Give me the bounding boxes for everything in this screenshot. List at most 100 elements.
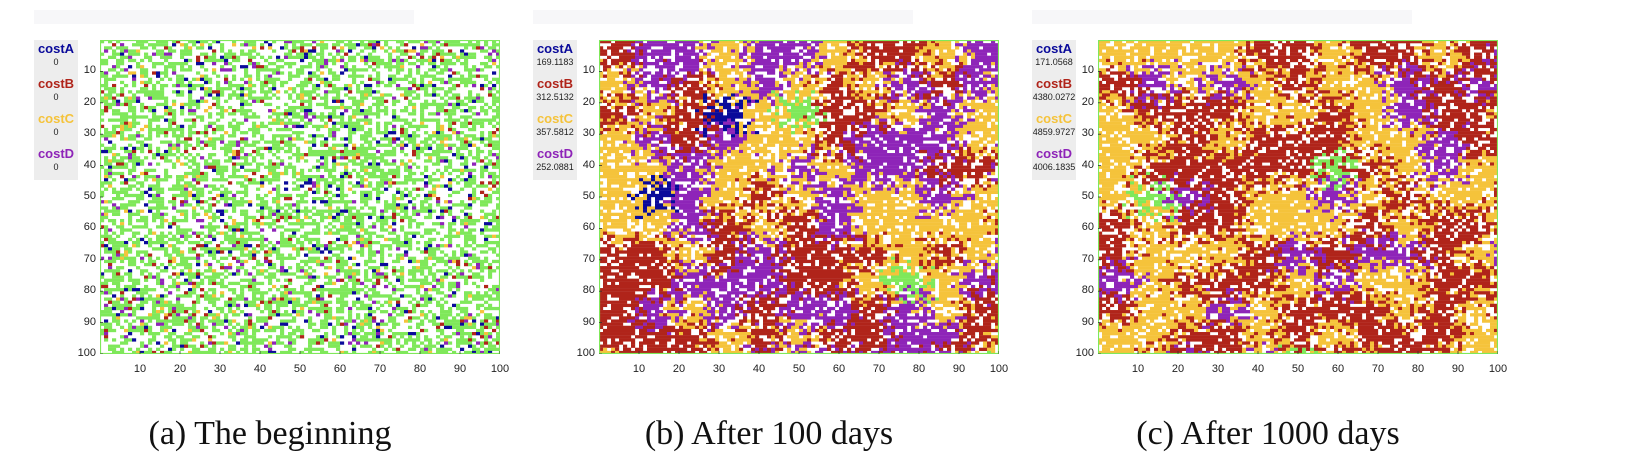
heatmap-cell-run [759,99,768,103]
heatmap-cell-run [208,278,217,282]
heatmap-cell-run [488,121,493,125]
heatmap-cell-run [492,83,497,88]
heatmap-cell-run [452,291,457,295]
heatmap-cell-run [168,121,173,125]
heatmap-cell-run [244,313,249,317]
heatmap-cell-run [236,256,241,260]
heatmap-cell-run [100,322,113,326]
heatmap-cell-run [931,115,952,119]
heatmap-cell-run [412,303,417,308]
heatmap-cell-run [308,272,313,276]
heatmap-cell-run [340,197,345,201]
heatmap-cell-run [300,171,305,176]
heatmap-cell-run [324,310,329,314]
heatmap-cell-run [627,83,636,88]
heatmap-cell-run [108,40,113,44]
heatmap-cell-run [348,209,353,213]
heatmap-cell-run [803,46,808,50]
heatmap-cell-run [767,93,776,97]
heatmap-cell-run [228,322,233,326]
heatmap-cell-run [460,55,477,59]
heatmap-cell-run [444,234,461,238]
heatmap-cell-run [991,83,996,88]
heatmap-cell-run [344,143,349,147]
heatmap-cell-run [440,61,457,66]
heatmap-cell-run [312,269,317,273]
heatmap-cell-run [867,93,872,97]
heatmap-cell-run [120,253,125,257]
heatmap-cell-run [468,121,473,125]
heatmap-cell-run [368,350,373,354]
heatmap-cell-run [651,124,664,129]
heatmap-cell-run [699,99,704,103]
heatmap-cell-run [368,253,377,257]
heatmap-cell-run [675,49,696,53]
heatmap-cell-run [887,87,892,91]
heatmap-cell-run [416,266,421,270]
heatmap-cell-run [496,288,500,292]
heatmap-cell-run [408,325,413,330]
heatmap-cell-run [931,105,944,110]
heatmap-cell-run [943,96,948,100]
heatmap-cell-run [160,269,169,273]
heatmap-cell-run [444,65,449,69]
heatmap-cell-run [456,215,461,220]
heatmap-cell-run [148,184,161,188]
heatmap-cell-run [108,90,117,94]
heatmap-cell-run [360,153,377,157]
heatmap-cell-run [264,250,269,254]
heatmap-cell-run [448,294,453,298]
heatmap-cell-run [707,121,712,125]
heatmap-cell-run [264,140,281,144]
heatmap-cell-run [492,40,497,44]
heatmap-cell-run [196,284,201,289]
heatmap-cell-run [324,99,329,103]
heatmap-cell-run [468,322,473,326]
heatmap-cell-run [356,237,361,242]
heatmap-cell-run [268,209,277,213]
heatmap-cell-run [440,96,445,100]
heatmap-cell-run [603,127,612,132]
heatmap-cell-run [460,156,465,160]
heatmap-cell-run [416,146,421,151]
heatmap-cell-run [136,209,141,213]
heatmap-cell-run [651,134,656,138]
heatmap-cell-run [164,253,173,257]
heatmap-cell-run [108,328,117,333]
heatmap-cell-run [368,325,373,330]
heatmap-cell-run [340,259,349,264]
heatmap-cell-run [488,149,493,154]
heatmap-cell-run [168,347,173,352]
heatmap-cell-run [468,40,473,44]
heatmap-cell-run [971,131,976,135]
heatmap-cell-run [244,93,249,97]
heatmap-cell-run [220,284,229,289]
heatmap-cell-run [599,49,608,53]
heatmap-cell-run [180,68,193,72]
heatmap-cell-run [236,156,241,160]
heatmap-cell-run [356,325,365,330]
heatmap-cell-run [304,153,309,157]
heatmap-cell-run [488,134,493,138]
heatmap-cell-run [619,118,624,122]
heatmap-cell-run [324,244,329,248]
heatmap-cell-run [292,291,313,295]
heatmap-cell-run [480,228,485,232]
heatmap-cell-run [995,131,999,135]
heatmap-cell-run [324,184,329,188]
heatmap-cell-run [204,140,217,144]
heatmap-cell-run [488,46,497,50]
heatmap-cell-run [863,74,868,78]
heatmap-cell-run [420,259,429,264]
heatmap-cell-run [484,234,493,238]
heatmap-cell-run [751,131,756,135]
heatmap-cell-run [104,80,109,85]
heatmap-cell-run [420,80,425,85]
heatmap-cell-run [492,153,497,157]
heatmap-cell-run [112,43,117,47]
heatmap-cell-run [168,284,177,289]
heatmap-cell-run [484,55,493,59]
heatmap-cell-run [440,58,445,63]
heatmap-cell-run [975,93,988,97]
heatmap-cell-run [456,313,461,317]
